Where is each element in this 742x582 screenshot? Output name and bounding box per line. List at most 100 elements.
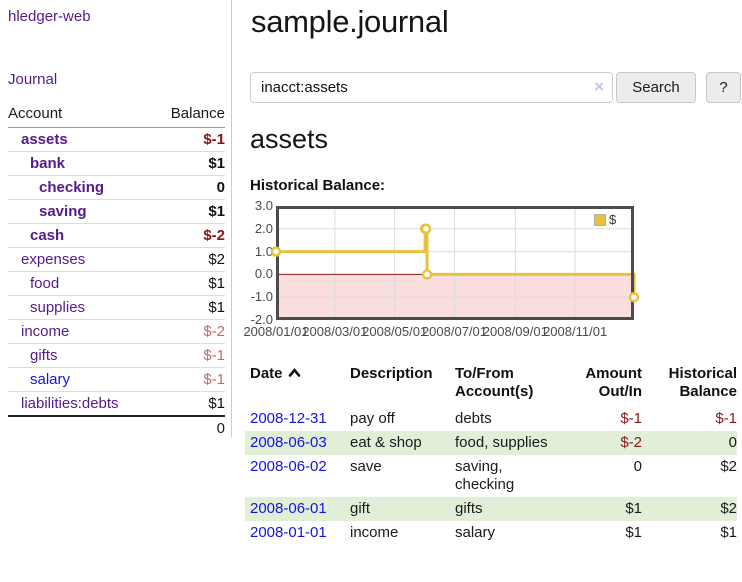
y-axis-tick: -1.0 [250, 289, 273, 305]
page-title: sample.journal [251, 4, 449, 39]
account-link[interactable]: bank [30, 155, 66, 172]
help-button[interactable]: ? [706, 72, 741, 103]
transaction-balance: $2 [720, 500, 737, 517]
account-row: saving $1 [8, 199, 225, 224]
account-link[interactable]: saving [39, 203, 87, 220]
account-column-header: Account [8, 103, 154, 128]
account-balance: $1 [208, 275, 225, 292]
balance-column-header: Historical Balance [668, 365, 737, 400]
account-row: expenses $2 [8, 247, 225, 272]
account-link[interactable]: cash [30, 227, 65, 244]
account-link[interactable]: expenses [21, 251, 86, 268]
search-input[interactable] [250, 72, 613, 103]
transaction-row: 2008-06-01 gift gifts $1 $2 [245, 497, 737, 521]
sort-ascending-icon [288, 365, 301, 383]
chart-canvas [270, 206, 640, 320]
transaction-description: income [350, 524, 399, 541]
account-balance: $1 [208, 155, 225, 172]
brand-link[interactable]: hledger-web [8, 8, 91, 25]
account-balance: $1 [208, 203, 225, 220]
account-row: assets $-1 [8, 127, 225, 152]
transaction-description: gift [350, 500, 371, 517]
account-row: gifts $-1 [8, 343, 225, 368]
account-balance: $1 [208, 395, 225, 412]
transaction-row: 2008-12-31 pay off debts $-1 $-1 [245, 407, 737, 431]
transaction-date-link[interactable]: 2008-06-03 [250, 434, 327, 451]
legend-swatch [594, 213, 606, 226]
accounts-table-header: Account Balance [8, 103, 225, 128]
transaction-row: 2008-01-01 income salary $1 $1 [245, 521, 737, 545]
sidebar: hledger-web Journal Account Balance asse… [0, 0, 232, 440]
accounts-table: Account Balance assets $-1 [8, 103, 225, 440]
transaction-amount: $1 [625, 500, 642, 517]
register-table: Date Description To/From Account(s) Amou… [245, 362, 737, 545]
y-axis-tick: 0.0 [254, 266, 273, 282]
transaction-date-link[interactable]: 2008-06-01 [250, 500, 327, 517]
account-link[interactable]: food [30, 275, 60, 292]
account-balance: $-1 [203, 371, 225, 388]
y-axis-tick: -2.0 [250, 312, 273, 327]
search-form: × [250, 72, 613, 103]
accounts-column-header: To/From Account(s) [455, 365, 534, 400]
register-header-row: Date Description To/From Account(s) Amou… [245, 362, 737, 407]
accounts-total-value: 0 [153, 415, 225, 440]
account-link[interactable]: income [21, 323, 70, 340]
x-axis-tick: 2008/07/01 [421, 324, 488, 339]
transaction-description: pay off [350, 410, 395, 427]
x-axis-tick: 2008/09/01 [482, 324, 548, 339]
transaction-accounts: salary [455, 524, 496, 541]
x-axis-tick: 2008/05/01 [362, 324, 428, 339]
chart-legend: $ [592, 211, 619, 228]
sidebar-item-journal[interactable]: Journal [8, 71, 58, 88]
account-row: checking 0 [8, 175, 225, 200]
account-link[interactable]: gifts [30, 347, 58, 364]
legend-label: $ [609, 212, 617, 227]
transaction-accounts: saving, checking [455, 458, 515, 493]
transaction-balance: 0 [728, 434, 737, 451]
account-row: salary $-1 [8, 367, 225, 392]
account-row: food $1 [8, 271, 225, 296]
transaction-row: 2008-06-02 save saving, checking 0 $2 [245, 455, 737, 497]
transaction-amount: $1 [625, 524, 642, 541]
transaction-date-link[interactable]: 2008-06-02 [250, 458, 327, 475]
account-row: supplies $1 [8, 295, 225, 320]
x-axis-tick: 2008/11/01 [543, 324, 608, 339]
transaction-description: eat & shop [350, 434, 422, 451]
x-axis-tick: 2008/03/01 [302, 324, 368, 339]
transaction-accounts: food, supplies [455, 434, 548, 451]
transaction-amount: 0 [633, 458, 642, 475]
accounts-total-row: 0 [8, 415, 225, 440]
account-row: income $-2 [8, 319, 225, 344]
x-axis-tick: 2008/01/01 [243, 324, 309, 339]
account-balance: $2 [208, 251, 225, 268]
date-column-header[interactable]: Date [245, 362, 345, 407]
account-row: cash $-2 [8, 223, 225, 248]
transaction-date-link[interactable]: 2008-12-31 [250, 410, 327, 427]
account-link[interactable]: checking [39, 179, 105, 196]
clear-search-icon[interactable]: × [594, 77, 604, 96]
account-balance: $1 [208, 299, 225, 316]
account-heading: assets [250, 124, 329, 154]
account-balance: $-1 [203, 347, 225, 364]
account-link[interactable]: assets [21, 131, 68, 148]
transaction-description: save [350, 458, 382, 475]
account-row: liabilities:debts $1 [8, 391, 225, 417]
account-balance: 0 [216, 179, 225, 196]
y-axis-tick: 1.0 [254, 243, 273, 259]
transaction-date-link[interactable]: 2008-01-01 [250, 524, 327, 541]
account-link[interactable]: supplies [30, 299, 86, 316]
transaction-row: 2008-06-03 eat & shop food, supplies $-2… [245, 431, 737, 455]
amount-column-header: Amount Out/In [585, 365, 642, 400]
balance-chart: 3.0 2.0 1.0 0.0 -1.0 -2.0 2008/01/01 2008/03/0… [243, 198, 643, 348]
search-button[interactable]: Search [616, 72, 696, 103]
balance-column-header: Balance [153, 103, 225, 128]
account-balance: $-2 [203, 323, 225, 340]
transaction-balance: $1 [720, 524, 737, 541]
account-balance: $-1 [203, 131, 225, 148]
account-link[interactable]: salary [30, 371, 71, 388]
account-link[interactable]: liabilities:debts [21, 395, 119, 412]
transaction-accounts: gifts [455, 500, 483, 517]
transaction-balance: $2 [720, 458, 737, 475]
y-axis-tick: 3.0 [254, 198, 273, 213]
